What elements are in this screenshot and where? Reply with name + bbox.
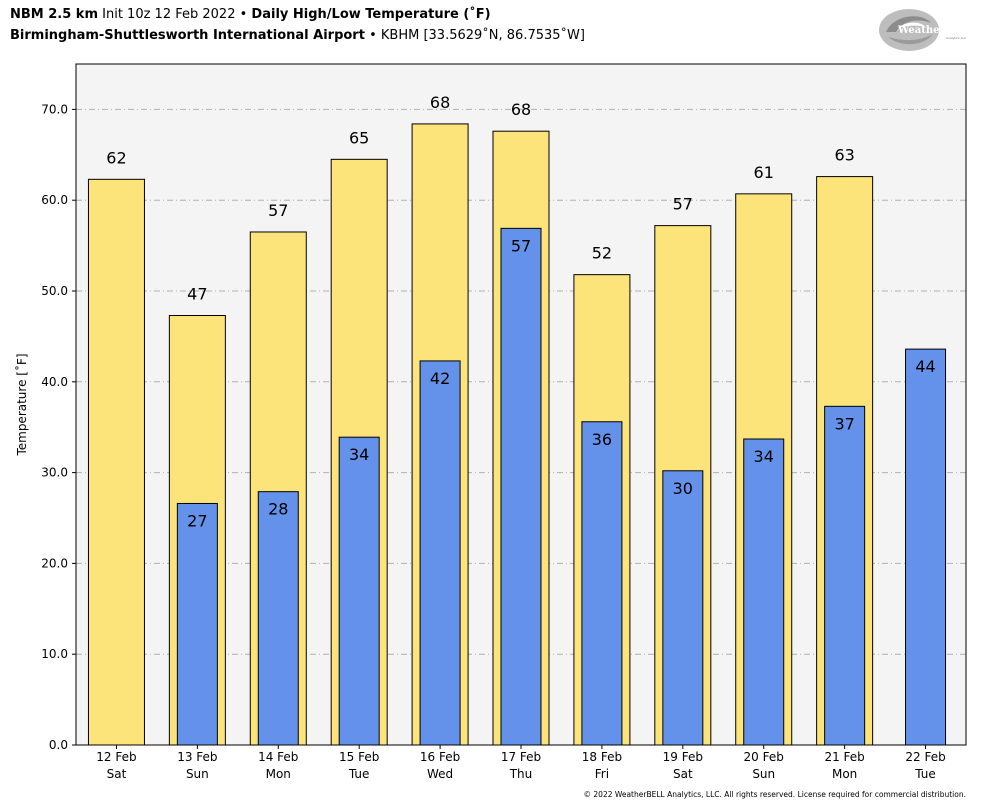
title-bullet-2: • [369,28,377,43]
station-info: KBHM [33.5629˚N, 86.7535˚W] [380,28,585,43]
x-tick-label-date: 21 Feb [824,750,864,764]
low-temp-label: 42 [430,369,450,388]
x-tick-label-day: Sun [186,767,209,781]
y-tick-label: 30.0 [41,466,68,480]
high-temp-label: 65 [349,128,369,147]
x-tick-label-date: 18 Feb [582,750,622,764]
low-temp-label: 28 [268,500,288,519]
x-tick-label-day: Sat [673,767,693,781]
low-temp-label: 30 [673,479,693,498]
low-temp-bar [743,438,785,746]
low-temp-label: 34 [349,445,369,464]
high-temp-label: 47 [187,285,207,304]
low-temp-label: 37 [834,414,854,433]
x-tick-label-day: Mon [266,767,291,781]
low-temp-bar [419,360,461,746]
x-tick-label-date: 19 Feb [663,750,703,764]
x-tick-label-date: 17 Feb [501,750,541,764]
x-tick-label-date: 12 Feb [96,750,136,764]
high-temp-label: 63 [834,146,854,165]
low-temp-bar [500,227,542,746]
x-tick-label-date: 16 Feb [420,750,460,764]
low-temp-label: 57 [511,236,531,255]
y-tick-label: 50.0 [41,284,68,298]
low-temp-label: 27 [187,511,207,530]
low-temp-bar [581,421,623,746]
y-tick-label: 10.0 [41,647,68,661]
x-tick-label-day: Sun [752,767,775,781]
x-tick-label-date: 14 Feb [258,750,298,764]
low-temp-bar [257,491,299,746]
x-tick-label-date: 13 Feb [177,750,217,764]
low-temp-bar [905,348,947,746]
x-tick-label-day: Thu [509,767,533,781]
low-temp-bar [338,436,380,746]
y-tick-label: 40.0 [41,375,68,389]
high-temp-label: 57 [673,195,693,214]
init-time: Init 10z 12 Feb 2022 [102,7,236,22]
x-tick-label-day: Fri [595,767,609,781]
logo-subtext: Analytics LLC [946,36,966,40]
title-bullet: • [239,7,248,22]
y-tick-label: 60.0 [41,193,68,207]
x-tick-label-date: 22 Feb [905,750,945,764]
high-temp-label: 62 [106,148,126,167]
high-temp-label: 68 [430,93,450,112]
low-temp-label: 36 [592,430,612,449]
plot-frame [75,63,967,746]
low-temp-label: 34 [754,447,774,466]
high-temp-label: 57 [268,201,288,220]
x-tick-label-day: Wed [427,767,453,781]
x-tick-label-date: 15 Feb [339,750,379,764]
high-temp-label: 68 [511,100,531,119]
high-temp-bar [87,178,145,746]
x-tick-label-day: Tue [348,767,370,781]
chart-title-line-2: Birmingham-Shuttlesworth International A… [10,28,585,43]
low-temp-bar [176,502,218,746]
high-temp-label: 61 [754,163,774,182]
x-tick-label-day: Tue [914,767,936,781]
weatherbell-logo: WeatherBELL Analytics LLC [879,9,970,51]
y-tick-label: 70.0 [41,102,68,116]
copyright-notice: © 2022 WeatherBELL Analytics, LLC. All r… [583,790,966,799]
station-name: Birmingham-Shuttlesworth International A… [10,28,365,43]
chart-title-line-1: NBM 2.5 km Init 10z 12 Feb 2022 • Daily … [10,7,491,22]
y-tick-label: 20.0 [41,556,68,570]
y-tick-label: 0.0 [49,738,68,752]
low-temp-bar [824,405,866,746]
low-temp-bar [662,470,704,746]
high-temp-label: 52 [592,244,612,263]
x-tick-label-date: 20 Feb [744,750,784,764]
product-name: Daily High/Low Temperature (˚F) [251,7,491,22]
x-tick-label-day: Mon [832,767,857,781]
logo-text: WeatherBELL [897,25,970,36]
y-axis-label: Temperature [˚F] [14,353,29,456]
model-name: NBM 2.5 km [10,7,98,22]
low-temp-label: 44 [915,357,935,376]
x-tick-label-day: Sat [107,767,127,781]
